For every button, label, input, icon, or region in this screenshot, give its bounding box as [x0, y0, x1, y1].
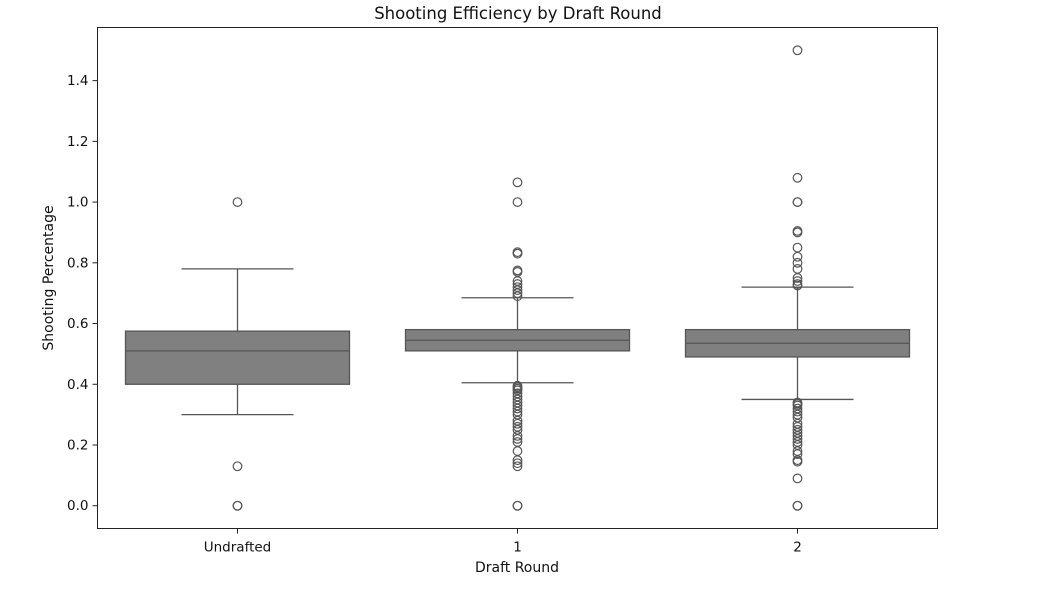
x-axis: Undrafted 1 2	[204, 528, 802, 556]
x-tick-label: Undrafted	[204, 540, 272, 556]
outlier-point	[792, 251, 803, 262]
outlier-point	[512, 455, 523, 466]
outlier-point	[792, 456, 803, 467]
outlier-point	[792, 197, 803, 207]
outlier-point	[232, 461, 243, 472]
outlier-point	[512, 177, 523, 188]
outlier-point	[512, 418, 523, 429]
outlier-point	[792, 257, 803, 268]
outlier-point	[792, 500, 803, 511]
outlier-point	[232, 500, 243, 511]
outlier-point	[512, 458, 523, 469]
outlier-point	[792, 273, 803, 283]
outlier-point	[512, 291, 523, 302]
outlier-point	[512, 461, 523, 472]
outlier-point	[512, 285, 523, 296]
y-tick-label: 1.2	[67, 134, 88, 150]
boxes-group	[124, 45, 911, 511]
y-tick-label: 1.4	[67, 73, 88, 89]
y-tick-label: 0.0	[67, 498, 88, 514]
box-group	[404, 177, 631, 511]
box-group	[124, 197, 351, 511]
y-axis: 0.0 0.2 0.4 0.6 0.8 1.0 1.2 1.4	[67, 73, 98, 514]
outlier-point	[792, 473, 803, 484]
outlier-point	[512, 197, 523, 207]
y-axis-label: Shooting Percentage	[41, 205, 57, 350]
y-tick-label: 0.2	[67, 438, 88, 454]
y-tick-label: 0.4	[67, 377, 88, 393]
outlier-point	[512, 288, 523, 299]
y-tick-label: 0.8	[67, 255, 88, 271]
outlier-point	[792, 172, 803, 183]
outlier-point	[512, 500, 523, 511]
outlier-point	[512, 430, 523, 441]
iqr-box	[124, 330, 351, 385]
outlier-point	[792, 227, 803, 238]
y-tick-label: 0.6	[67, 316, 88, 332]
y-tick-label: 1.0	[67, 195, 88, 211]
x-tick-label: 1	[513, 540, 522, 556]
outlier-point	[792, 449, 803, 460]
outlier-point	[792, 434, 803, 444]
outlier-point	[232, 197, 243, 207]
outlier-point	[512, 434, 523, 444]
box-group	[684, 45, 911, 511]
outlier-point	[792, 45, 803, 56]
outlier-point	[512, 248, 523, 259]
x-axis-label: Draft Round	[475, 560, 559, 576]
chart-title: Shooting Efficiency by Draft Round	[374, 4, 662, 23]
outlier-point	[792, 280, 803, 291]
plot-area	[97, 27, 938, 529]
outlier-point	[792, 406, 803, 417]
outlier-point	[792, 276, 803, 286]
outlier-point	[512, 403, 523, 414]
x-tick-label: 2	[793, 540, 802, 556]
